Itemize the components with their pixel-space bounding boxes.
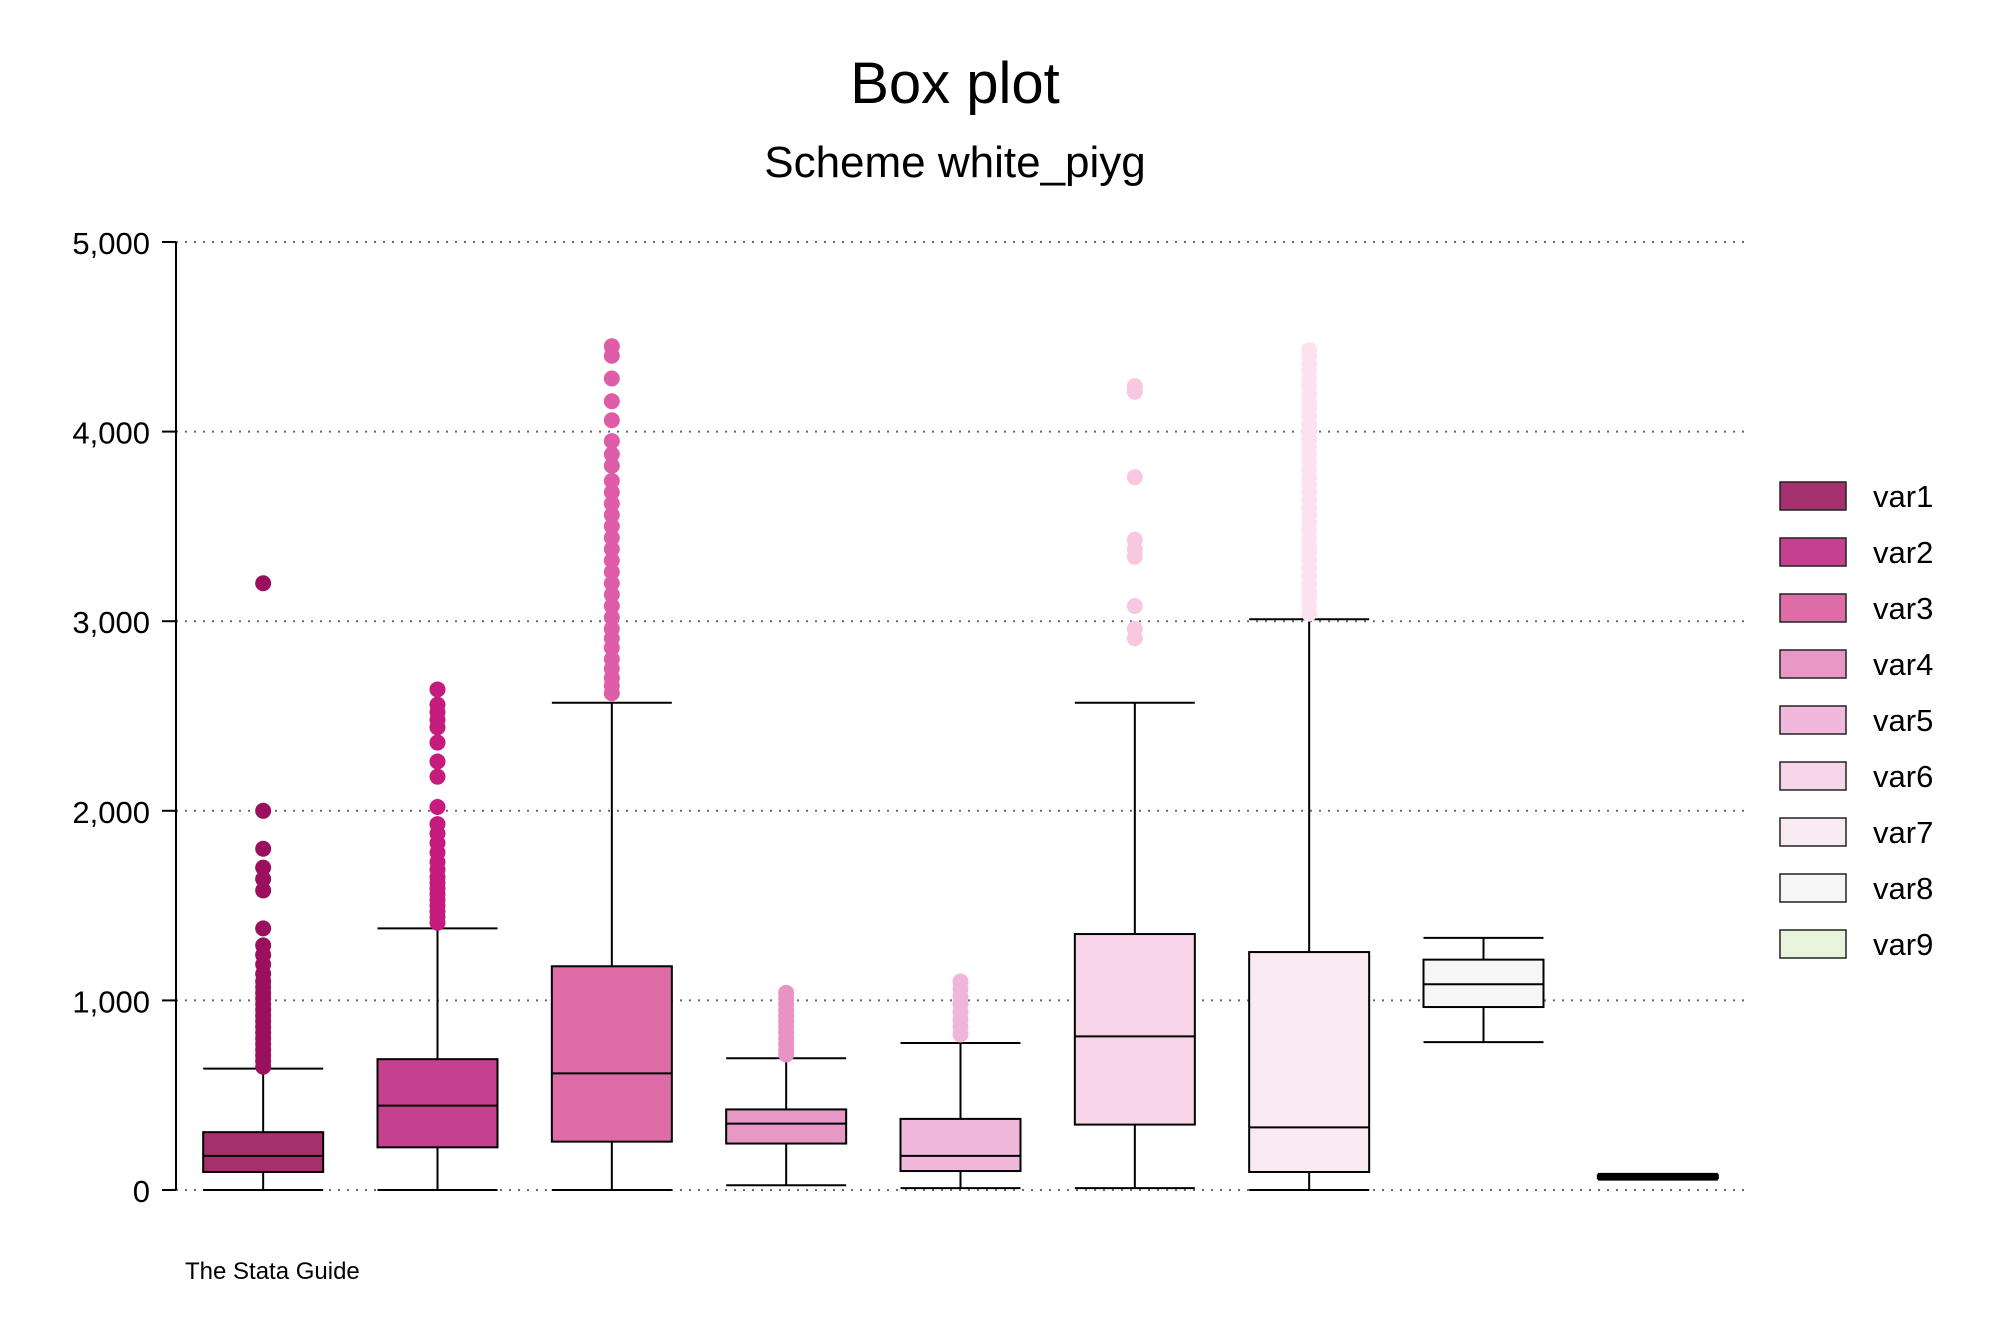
outlier-var1-26 [255,575,272,592]
outlier-var3-16 [603,518,620,535]
y-tick-label-4000: 4,000 [72,416,150,451]
iqr-box-var2 [376,1058,499,1149]
outlier-var3-24 [603,412,620,429]
box-var1 [202,575,325,1191]
outlier-var3-11 [603,575,620,592]
legend-label-var8: var8 [1873,871,1933,906]
outlier-var6-5 [1126,531,1143,548]
legend-swatch-var2 [1779,537,1847,567]
outlier-var3-4 [603,651,620,668]
outlier-var1-22 [255,871,272,888]
outlier-var2-23 [429,681,446,698]
legend-swatch-var9 [1779,929,1847,959]
outlier-var2-22 [429,696,446,713]
chart-note: The Stata Guide [185,1258,360,1285]
outlier-var6-6 [1126,469,1143,486]
legend-label-var7: var7 [1873,815,1933,850]
legend-swatch-var4 [1779,649,1847,679]
iqr-box-var5 [899,1117,1022,1173]
outlier-var6-1 [1126,620,1143,637]
y-tick-label-2000: 2,000 [72,795,150,830]
legend-label-var5: var5 [1873,703,1933,738]
legend-swatch-var8 [1779,873,1847,903]
outlier-var3-20 [603,472,620,489]
iqr-box-var7 [1248,951,1371,1173]
y-tick-label-3000: 3,000 [72,605,150,640]
legend-swatch-var6 [1779,761,1847,791]
legend-label-var4: var4 [1873,647,1933,682]
outlier-var3-21 [603,457,620,474]
legend-label-var1: var1 [1873,479,1933,514]
outlier-var5-7 [952,973,969,990]
iqr-box-var4 [725,1108,848,1145]
outlier-var1-23 [255,859,272,876]
legend-label-var9: var9 [1873,927,1933,962]
box-var2 [376,681,499,1191]
outlier-var2-14 [429,816,446,833]
box-var4 [725,984,848,1187]
outlier-var3-7 [603,620,620,637]
box-var7 [1248,342,1371,1191]
box-var6 [1073,378,1196,1190]
outlier-var2-17 [429,753,446,770]
box-var9 [1596,1172,1719,1181]
outlier-var3-19 [603,484,620,501]
outlier-var3-23 [603,433,620,450]
y-tick-label-0: 0 [133,1174,150,1209]
outlier-var2-18 [429,734,446,751]
outlier-var3-14 [603,541,620,558]
outlier-var3-12 [603,563,620,580]
boxes [202,338,1719,1191]
outlier-var1-24 [255,840,272,857]
legend: var1 var2 var3 var4 var5 var6 var7 var8 var9 [1779,479,1933,962]
chart-subtitle: Scheme white_piyg [764,138,1146,187]
outlier-var4-11 [778,984,795,1001]
outlier-var2-15 [429,799,446,816]
box-var5 [899,973,1022,1190]
box-var3 [550,338,673,1191]
legend-swatch-var7 [1779,817,1847,847]
outlier-var3-13 [603,552,620,569]
legend-swatch-var1 [1779,481,1847,511]
iqr-box-var3 [550,965,673,1143]
outlier-var6-8 [1126,378,1143,395]
outlier-var3-26 [603,370,620,387]
iqr-box-var6 [1073,933,1196,1126]
legend-swatch-var3 [1779,593,1847,623]
outlier-var3-28 [603,338,620,355]
legend-swatch-var5 [1779,705,1847,735]
iqr-box-var1 [202,1131,325,1173]
outlier-var3-8 [603,609,620,626]
outlier-var3-15 [603,529,620,546]
box-var8 [1422,936,1545,1044]
outlier-var3-18 [603,495,620,512]
outlier-var7-35 [1301,342,1318,359]
legend-label-var2: var2 [1873,535,1933,570]
outlier-var3-17 [603,507,620,524]
y-axis: 0 1,000 2,000 3,000 4,000 5,000 [72,226,177,1209]
outlier-var1-19 [255,937,272,954]
chart-title: Box plot [850,51,1060,116]
y-tick-label-1000: 1,000 [72,984,150,1019]
outlier-var3-10 [603,586,620,603]
outlier-var1-20 [255,920,272,937]
outlier-var3-9 [603,598,620,615]
outlier-var1-25 [255,802,272,819]
outlier-var3-22 [603,446,620,463]
outlier-var2-16 [429,768,446,785]
outlier-var6-2 [1126,598,1143,615]
outlier-var1-21 [255,882,272,899]
y-tick-label-5000: 5,000 [72,226,150,261]
legend-label-var3: var3 [1873,591,1933,626]
legend-label-var6: var6 [1873,759,1933,794]
outlier-var3-25 [603,393,620,410]
